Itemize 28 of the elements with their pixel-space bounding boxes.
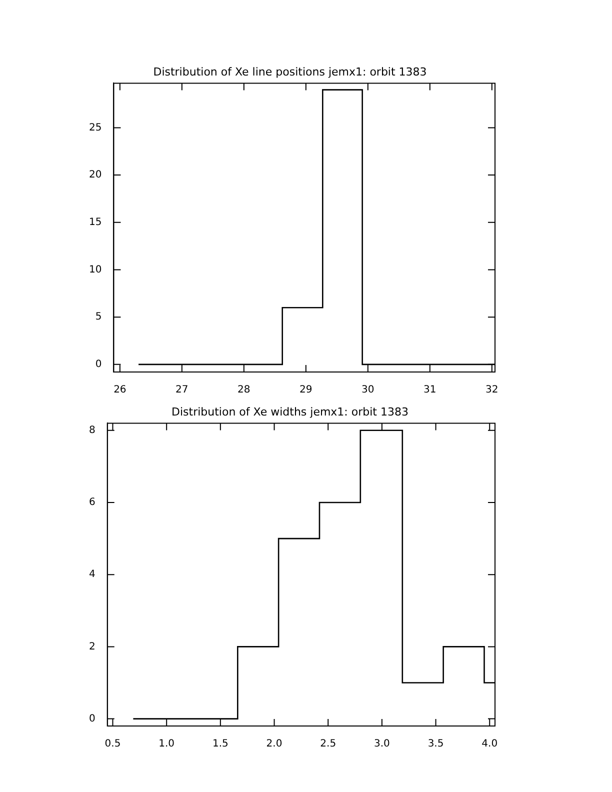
- y-tick-label: 6: [88, 497, 96, 508]
- y-tick-label: 4: [88, 569, 96, 580]
- y-tick-label: 5: [95, 312, 102, 323]
- y-tick-label: 15: [88, 216, 102, 228]
- x-tick-label: 0.5: [104, 738, 121, 750]
- x-tick-label: 26: [114, 384, 126, 396]
- y-tick-label: 2: [88, 641, 96, 652]
- x-tick-label: 30: [362, 384, 374, 396]
- x-tick-label: 28: [238, 384, 250, 396]
- x-tick-label: 27: [176, 384, 188, 396]
- y-tick-label: 20: [88, 170, 102, 181]
- x-tick-label: 3.5: [428, 738, 444, 750]
- y-tick-label: 10: [88, 264, 102, 276]
- chart-title: Distribution of Xe widths jemx1: orbit 1383: [172, 405, 408, 418]
- x-tick-label: 32: [486, 384, 498, 396]
- y-tick-label: 0: [95, 359, 102, 370]
- chart-title: Distribution of Xe line positions jemx1: orbit 1383: [153, 65, 427, 78]
- y-tick-label: 0: [88, 713, 96, 724]
- x-tick-label: 1.0: [158, 738, 175, 750]
- x-tick-label: 31: [424, 384, 436, 396]
- x-tick-label: 2.0: [266, 738, 282, 750]
- y-tick-label: 25: [88, 122, 102, 134]
- x-tick-label: 4.0: [482, 738, 498, 750]
- x-tick-label: 29: [300, 384, 312, 396]
- x-tick-label: 2.5: [320, 738, 336, 750]
- x-tick-label: 1.5: [212, 738, 228, 750]
- x-tick-label: 3.0: [374, 738, 390, 750]
- y-tick-label: 8: [88, 425, 96, 436]
